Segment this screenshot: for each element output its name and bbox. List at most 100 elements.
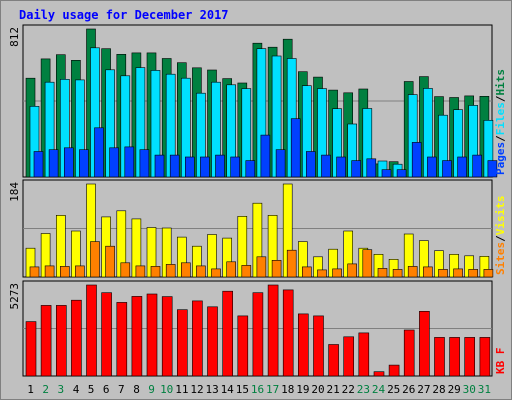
bar-kb-f-day-20 <box>313 315 324 377</box>
bar-kb-f-day-21 <box>328 344 339 377</box>
bar-pages-day-4 <box>79 149 89 178</box>
bar-pages-day-9 <box>154 154 165 178</box>
ymax-label-bottom: 5273 <box>8 283 21 310</box>
bar-sites-day-30 <box>468 269 479 278</box>
bar-pages-day-27 <box>427 156 437 178</box>
bar-sites-day-28 <box>438 269 448 278</box>
day-label-26: 26 <box>402 383 415 396</box>
day-label-19: 19 <box>296 383 309 396</box>
day-label-13: 13 <box>205 383 218 396</box>
bar-kb-f-day-7 <box>116 302 128 377</box>
bar-kb-f-day-19 <box>297 313 309 377</box>
bar-pages-day-5 <box>94 127 104 178</box>
bar-kb-f-day-29 <box>449 337 460 377</box>
bar-sites-day-12 <box>196 265 206 278</box>
day-label-16: 16 <box>251 383 264 396</box>
bar-kb-f-day-26 <box>403 329 415 377</box>
bar-sites-day-18 <box>286 249 297 278</box>
bar-pages-day-26 <box>411 142 422 178</box>
bar-pages-day-22 <box>351 160 362 178</box>
day-label-4: 4 <box>73 383 80 396</box>
bar-sites-day-10 <box>165 264 176 278</box>
bar-sites-day-26 <box>407 266 418 278</box>
bar-sites-day-27 <box>423 266 433 278</box>
bar-kb-f-day-8 <box>131 296 143 377</box>
bar-sites-day-16 <box>256 256 267 278</box>
bar-pages-day-17 <box>275 149 286 178</box>
bar-sites-day-31 <box>483 269 494 278</box>
bar-pages-day-31 <box>487 160 498 178</box>
bar-sites-day-23 <box>362 249 373 278</box>
day-label-10: 10 <box>160 383 173 396</box>
bar-pages-day-2 <box>48 149 59 178</box>
bar-sites-day-5 <box>90 241 100 278</box>
day-label-24: 24 <box>372 383 386 396</box>
bar-pages-day-10 <box>169 154 180 178</box>
bar-kb-f-day-18 <box>282 289 294 377</box>
day-label-25: 25 <box>387 383 400 396</box>
bar-sites-day-17 <box>271 259 282 278</box>
day-label-9: 9 <box>148 383 155 396</box>
day-label-17: 17 <box>266 383 279 396</box>
bar-pages-day-1 <box>33 151 44 178</box>
bar-pages-day-29 <box>457 156 467 178</box>
panel-bottom: 5273 KB F <box>8 280 507 377</box>
bar-sites-day-20 <box>317 269 327 278</box>
bar-kb-f-day-24 <box>373 371 385 377</box>
day-label-21: 21 <box>326 383 339 396</box>
day-label-27: 27 <box>417 383 430 396</box>
bar-kb-f-day-25 <box>388 364 400 377</box>
bar-kb-f-day-9 <box>146 293 158 377</box>
bar-kb-f-day-14 <box>222 290 233 377</box>
bar-sites-day-29 <box>453 268 463 278</box>
bar-kb-f-day-11 <box>177 309 188 377</box>
bar-sites-day-2 <box>44 265 55 278</box>
bar-kb-f-day-2 <box>40 305 52 377</box>
bar-pages-day-6 <box>109 147 119 178</box>
bar-kb-f-day-17 <box>267 284 279 377</box>
bar-kb-f-day-28 <box>434 337 445 377</box>
bar-sites-day-4 <box>75 265 85 278</box>
bar-kb-f-day-3 <box>55 305 67 377</box>
bar-pages-day-23 <box>366 158 377 178</box>
bar-kb-f-day-10 <box>161 296 173 377</box>
bar-kb-f-day-22 <box>343 336 355 377</box>
bar-kb-f-day-16 <box>252 292 264 377</box>
bar-sites-day-3 <box>59 266 70 278</box>
bar-sites-day-21 <box>332 268 342 278</box>
bar-pages-day-14 <box>230 156 240 178</box>
bar-sites-day-11 <box>181 262 191 278</box>
bar-kb-f-day-30 <box>464 337 476 377</box>
bar-kb-f-day-15 <box>237 315 249 377</box>
bar-pages-day-15 <box>245 160 256 178</box>
chart-title: Daily usage for December 2017 <box>19 8 229 22</box>
bar-sites-day-13 <box>211 268 221 278</box>
bar-pages-day-19 <box>305 151 316 178</box>
day-label-18: 18 <box>281 383 294 396</box>
bar-pages-day-13 <box>215 154 225 178</box>
bar-sites-day-22 <box>347 263 358 278</box>
day-label-28: 28 <box>432 383 445 396</box>
bar-kb-f-day-31 <box>479 337 491 377</box>
day-label-2: 2 <box>42 383 49 396</box>
day-label-31: 31 <box>478 383 491 396</box>
bar-sites-day-25 <box>392 269 403 278</box>
bar-kb-f-day-23 <box>358 332 370 377</box>
bar-sites-day-7 <box>120 262 131 278</box>
legend-bottom: KB F <box>494 348 507 375</box>
bar-pages-day-16 <box>260 134 271 178</box>
bar-pages-day-24 <box>381 169 392 178</box>
bar-pages-day-21 <box>336 156 346 178</box>
bar-pages-day-3 <box>64 147 74 178</box>
legend-separator: / <box>494 95 507 102</box>
day-label-3: 3 <box>57 383 64 396</box>
legend-separator: / <box>494 235 507 242</box>
legend-item-hits: Hits <box>494 69 507 96</box>
day-label-7: 7 <box>118 383 125 396</box>
bar-kb-f-day-5 <box>86 284 97 377</box>
ymax-label-middle: 184 <box>8 182 21 202</box>
bar-sites-day-1 <box>29 266 40 278</box>
bar-pages-day-28 <box>442 160 452 178</box>
